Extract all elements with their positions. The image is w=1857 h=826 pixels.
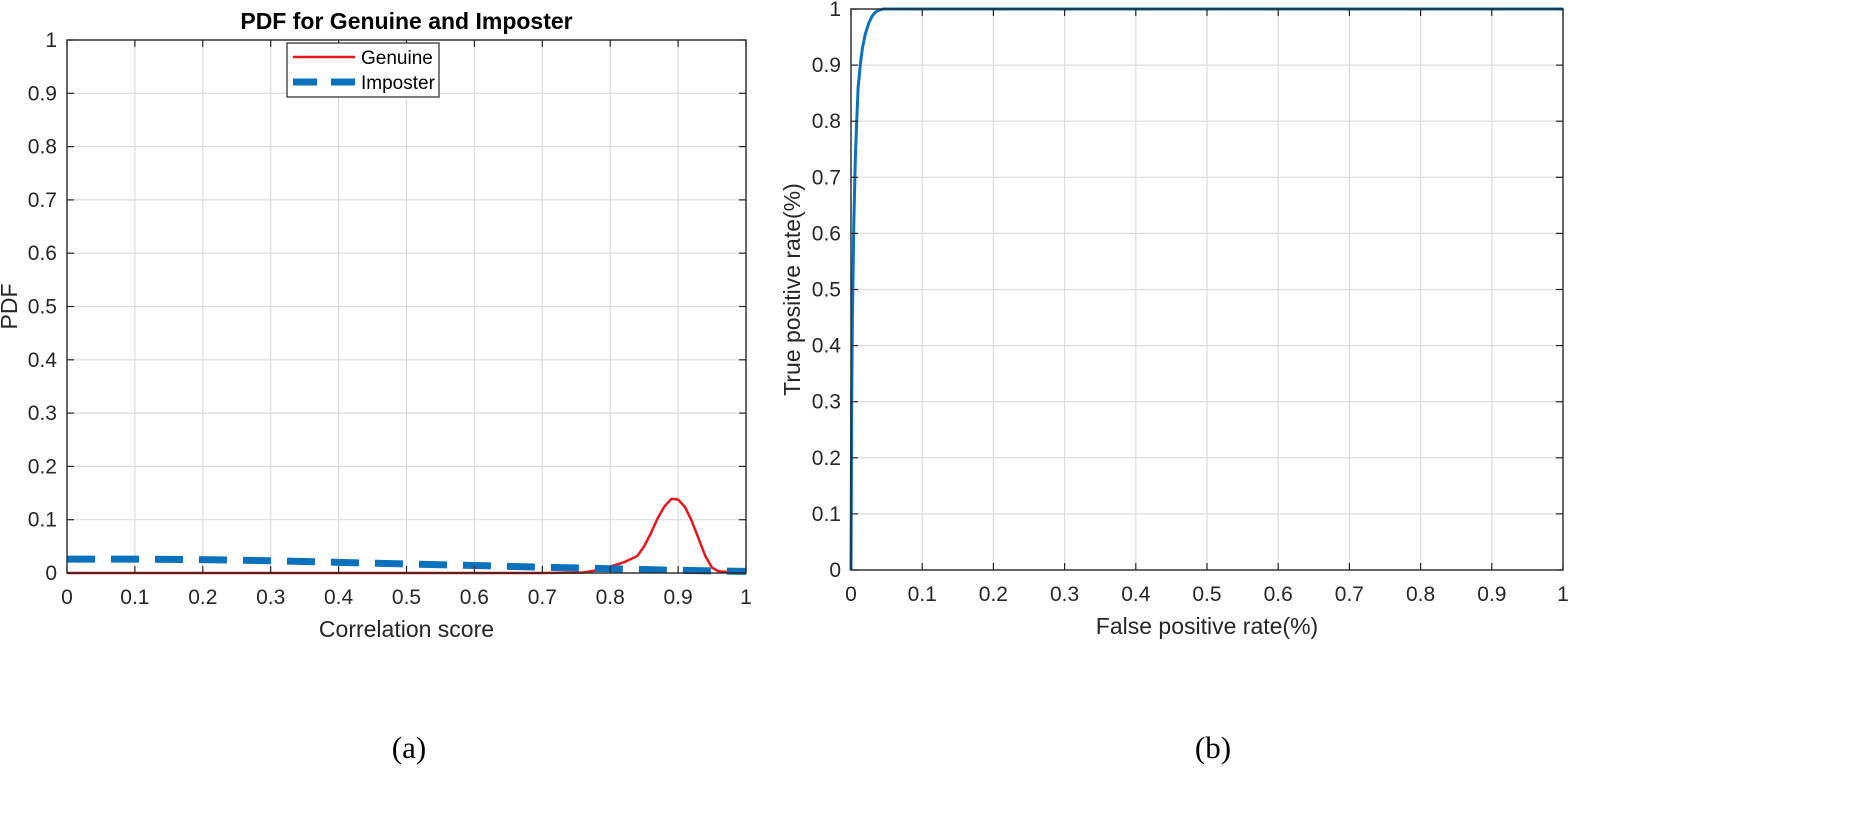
y-tick-label: 0.2 <box>812 447 841 470</box>
chart-b-y-tick-labels: 0 0.1 0.2 0.3 0.4 0.5 0.6 0.7 0.8 0.9 1 <box>812 0 1563 582</box>
legend-label-imposter: Imposter <box>361 73 436 94</box>
x-tick-label: 0.3 <box>256 586 285 609</box>
y-tick-label: 0.7 <box>28 189 57 212</box>
x-tick-label: 0.8 <box>1406 583 1435 606</box>
x-tick-label: 0.3 <box>1050 583 1079 606</box>
chart-a-x-tick-labels: 0 0.1 0.2 0.3 0.4 0.5 0.6 0.7 0.8 0.9 1 <box>61 40 752 609</box>
chart-b-x-tick-labels: 0 0.1 0.2 0.3 0.4 0.5 0.6 0.7 0.8 0.9 1 <box>845 9 1569 606</box>
x-tick-label: 0.7 <box>528 586 557 609</box>
x-tick-label: 0.8 <box>596 586 625 609</box>
chart-a-y-tick-labels: 0 0.1 0.2 0.3 0.4 0.5 0.6 0.7 0.8 0.9 1 <box>28 29 746 585</box>
y-tick-label: 0.3 <box>812 391 841 414</box>
y-tick-label: 0.7 <box>812 166 841 189</box>
y-tick-label: 0.3 <box>28 402 57 425</box>
chart-a-legend: Genuine Imposter <box>286 42 440 98</box>
x-tick-label: 0.4 <box>1121 583 1151 606</box>
chart-a-legend-box <box>286 42 440 98</box>
y-tick-label: 0.8 <box>812 110 841 133</box>
chart-a-grid <box>67 40 746 573</box>
chart-a-y-axis-label: PDF <box>0 284 22 330</box>
x-tick-label: 0 <box>61 586 73 609</box>
y-tick-label: 0.1 <box>812 503 841 526</box>
y-tick-label: 0.5 <box>812 279 841 302</box>
y-tick-label: 0.1 <box>28 509 57 532</box>
x-tick-label: 0.2 <box>979 583 1008 606</box>
chart-b: 0 0.1 0.2 0.3 0.4 0.5 0.6 0.7 0.8 0.9 1 0 0.1 0.2 0.3… <box>779 0 1569 765</box>
y-tick-label: 1 <box>45 29 57 52</box>
x-tick-label: 0.2 <box>188 586 217 609</box>
x-tick-label: 1 <box>1557 583 1569 606</box>
x-tick-label: 0.1 <box>120 586 149 609</box>
chart-b-y-axis-label: True positive rate(%) <box>779 183 805 396</box>
chart-b-x-axis-label: False positive rate(%) <box>1096 613 1318 639</box>
chart-a: 0 0.1 0.2 0.3 0.4 0.5 0.6 0.7 0.8 0.9 1 0 0.1 0.2 0.3… <box>0 8 752 765</box>
y-tick-label: 1 <box>829 0 841 21</box>
chart-a-title: PDF for Genuine and Imposter <box>240 8 572 34</box>
chart-b-grid <box>851 9 1563 570</box>
x-tick-label: 0.9 <box>1477 583 1506 606</box>
x-tick-label: 0 <box>845 583 857 606</box>
x-tick-label: 0.5 <box>392 586 421 609</box>
y-tick-label: 0.6 <box>812 222 841 245</box>
x-tick-label: 0.4 <box>324 586 354 609</box>
y-tick-label: 0.4 <box>28 349 58 372</box>
y-tick-label: 0 <box>45 562 57 585</box>
x-tick-label: 0.7 <box>1335 583 1364 606</box>
x-tick-label: 0.1 <box>908 583 937 606</box>
x-tick-label: 0.9 <box>663 586 692 609</box>
x-tick-label: 1 <box>740 586 752 609</box>
y-tick-label: 0 <box>829 559 841 582</box>
y-tick-label: 0.9 <box>812 54 841 77</box>
chart-b-caption: (b) <box>1195 730 1231 765</box>
series-line-imposter <box>67 555 747 575</box>
legend-label-genuine: Genuine <box>361 48 433 69</box>
y-tick-label: 0.9 <box>28 82 57 105</box>
x-tick-label: 0.6 <box>460 586 489 609</box>
chart-a-caption: (a) <box>392 730 426 765</box>
y-tick-label: 0.4 <box>812 335 842 358</box>
x-tick-label: 0.5 <box>1192 583 1221 606</box>
y-tick-label: 0.5 <box>28 296 57 319</box>
y-tick-label: 0.6 <box>28 242 57 265</box>
x-tick-label: 0.6 <box>1264 583 1293 606</box>
chart-a-x-axis-label: Correlation score <box>319 616 494 642</box>
y-tick-label: 0.8 <box>28 136 57 159</box>
y-tick-label: 0.2 <box>28 455 57 478</box>
